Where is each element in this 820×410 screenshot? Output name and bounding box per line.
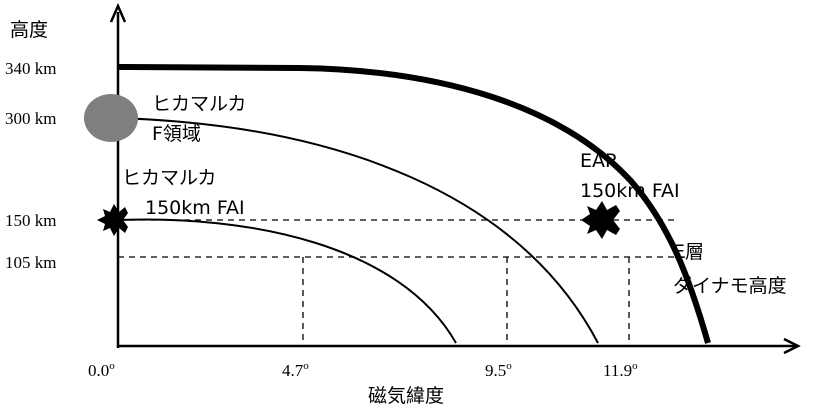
y-tick-150km: 150 km bbox=[5, 211, 56, 230]
y-axis-arrow bbox=[109, 2, 127, 23]
y-tick-105km: 105 km bbox=[5, 253, 56, 272]
field-line-300km bbox=[117, 117, 599, 344]
label-hikamaruka-fai-line1: ヒカマルカ bbox=[122, 167, 216, 189]
ear-150km-fai-burst bbox=[581, 201, 620, 239]
field-line-150km bbox=[117, 218, 457, 344]
x-tick-0.0: 0.0o bbox=[88, 360, 115, 380]
label-hikamaruka-f-line2: F領域 bbox=[152, 123, 201, 145]
x-axis-arrow bbox=[783, 337, 801, 355]
hikamaruka-f-region-marker bbox=[84, 94, 138, 142]
y-tick-300km: 300 km bbox=[5, 109, 56, 128]
x-tick-9.5: 9.5o bbox=[485, 360, 512, 380]
y-axis-title: 高度 bbox=[10, 19, 48, 41]
x-tick-11.9: 11.9o bbox=[603, 360, 638, 380]
label-hikamaruka-f-line1: ヒカマルカ bbox=[152, 93, 246, 115]
label-ear-line1: EAR bbox=[580, 150, 618, 172]
y-tick-340km: 340 km bbox=[5, 59, 56, 78]
label-e-layer-line1: E層 bbox=[673, 241, 704, 263]
x-tick-4.7: 4.7o bbox=[282, 360, 309, 380]
hikamaruka-150km-fai-burst bbox=[97, 204, 128, 236]
x-axis-title: 磁気緯度 bbox=[368, 385, 444, 407]
label-hikamaruka-fai-line2: 150km FAI bbox=[145, 197, 245, 219]
label-e-layer-line2: ダイナモ高度 bbox=[673, 275, 787, 297]
label-ear-line2: 150km FAI bbox=[580, 180, 680, 202]
field-line-340km bbox=[117, 64, 711, 344]
